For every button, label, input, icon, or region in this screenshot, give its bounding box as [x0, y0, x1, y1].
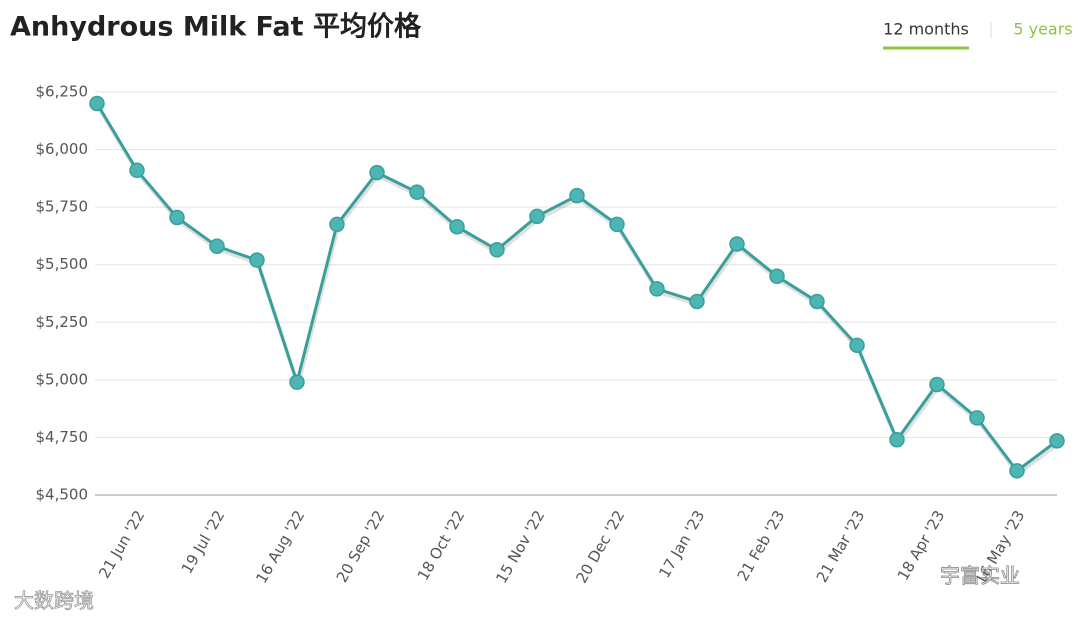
- data-point: [609, 216, 625, 233]
- data-point: [409, 184, 425, 200]
- data-point: [289, 374, 305, 390]
- x-tick-label: 21 Jun '22: [95, 507, 148, 581]
- data-point: [689, 293, 705, 310]
- data-point: [129, 162, 145, 179]
- x-tick-label: 16 Aug '22: [252, 507, 308, 586]
- y-tick-label: $6,000: [36, 140, 89, 158]
- y-tick-label: $5,750: [36, 198, 89, 216]
- x-tick-label: 20 Dec '22: [572, 507, 628, 586]
- data-point: [529, 208, 545, 225]
- series-line: [95, 102, 1058, 473]
- data-point: [1009, 463, 1025, 479]
- data-point: [329, 216, 345, 233]
- range-option[interactable]: 12 months: [883, 20, 969, 39]
- watermark: 大数跨境: [14, 589, 94, 613]
- data-point: [649, 281, 665, 297]
- x-tick-label: 19 Jul '22: [178, 507, 229, 577]
- data-point: [969, 410, 985, 426]
- y-tick-label: $5,250: [36, 313, 89, 331]
- y-tick-label: $5,000: [36, 370, 89, 388]
- range-option[interactable]: 5 years: [1013, 20, 1072, 39]
- y-tick-label: $4,500: [36, 486, 89, 504]
- x-tick-label: 17 Jan '23: [655, 507, 708, 581]
- range-toggle: 12 months 5 years: [883, 20, 1073, 50]
- data-point: [369, 164, 385, 181]
- data-point: [449, 218, 465, 235]
- x-tick-label: 18 Oct '22: [414, 507, 468, 583]
- data-point: [849, 337, 865, 354]
- data-point: [489, 241, 505, 258]
- x-tick-label: 20 Sep '22: [333, 507, 389, 585]
- data-point: [729, 236, 745, 252]
- data-point: [929, 376, 945, 393]
- data-point: [809, 293, 825, 310]
- data-point: [169, 209, 185, 226]
- watermark: 宇富实业: [940, 564, 1020, 588]
- data-point: [89, 95, 105, 112]
- data-point: [569, 187, 585, 204]
- x-tick-label: 21 Mar '23: [813, 507, 869, 585]
- data-point: [249, 252, 265, 268]
- data-point: [769, 268, 785, 284]
- data-point: [209, 238, 225, 255]
- data-point: [889, 431, 905, 448]
- y-tick-label: $4,750: [36, 428, 89, 446]
- y-tick-label: $5,500: [36, 255, 89, 273]
- data-point: [1049, 433, 1065, 449]
- y-tick-label: $6,250: [36, 83, 89, 101]
- x-tick-label: 21 Feb '23: [734, 507, 789, 584]
- chart-title: Anhydrous Milk Fat 平均价格: [10, 12, 422, 43]
- x-tick-label: 15 Nov '22: [492, 507, 548, 586]
